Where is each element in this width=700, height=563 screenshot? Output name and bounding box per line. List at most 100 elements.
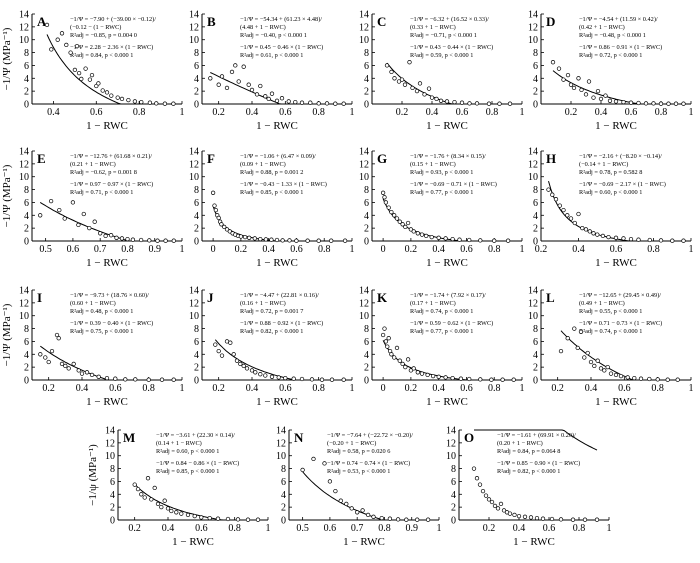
panel-m-data-point	[162, 498, 167, 503]
panel-e-data-point	[119, 236, 125, 241]
panel-m-y-tick-label: 2	[110, 503, 115, 514]
panel-g-x-tick-label: 0	[381, 244, 386, 255]
panel-n-y-tick-label: 14	[276, 426, 286, 437]
panel-m-annotation-line: R²adj = 0.60, p < 0.000 1	[156, 448, 219, 455]
panel-m-annotation-line: −1/Ψ = −3.61 + (22.30 × 0.14)/	[156, 432, 235, 439]
panel-k-data-point	[430, 373, 436, 379]
panel-h-y-tick-label: 2	[533, 224, 538, 235]
panel-m-y-tick-label: 12	[105, 438, 115, 449]
panel-l-data-point	[665, 377, 670, 382]
panel-m-data-point	[235, 517, 241, 522]
panel-b-data-point	[333, 101, 338, 106]
panel-n-data-point	[425, 517, 431, 522]
panel-k-letter: K	[377, 290, 388, 305]
panel-b-data-point	[341, 101, 346, 106]
panel-n-annotation-line: R²adj = 0.58, p = 0.020 6	[327, 448, 390, 455]
panel-h-x-tick-label: 1	[689, 244, 694, 255]
panel-k-x-tick-label: 0	[381, 383, 386, 394]
panel-g-data-point	[419, 232, 425, 237]
panel-e-x-tick-label: 0.9	[148, 244, 161, 255]
panel-m-data-point	[255, 517, 261, 522]
panel-a-data-point	[154, 101, 159, 106]
panel-h-annotation-line: R²adj = 0.60, p < 0.000 1	[579, 189, 642, 196]
panel-k-data-point	[478, 377, 483, 382]
panel-m-fit-curve	[134, 483, 258, 521]
panel-o-data-point	[486, 497, 492, 502]
panel-c-x-tick-label: 0.2	[396, 107, 409, 118]
panel-h-y-tick-label: 8	[533, 185, 538, 196]
panel-l-annotation-line: R²adj = 0.74, p < 0.000 1	[579, 328, 642, 335]
panel-c-x-tick-label: 0.6	[456, 107, 469, 118]
panel-h-annotation-line: (−0.14 + 1 − RWC)	[579, 161, 628, 168]
panel-d-data-point	[636, 100, 641, 106]
panel-a-annotation-line: R²adj = 0.84, p < 0.000 1	[70, 52, 133, 59]
panel-h-y-tick-label: 6	[533, 198, 538, 209]
panel-j-data-point	[263, 373, 268, 378]
panel-g-data-point	[389, 209, 394, 215]
panel-l-data-point	[618, 373, 624, 379]
panel-f-data-point	[280, 238, 285, 243]
panel-k-data-point	[382, 326, 387, 331]
panel-b-data-point	[308, 100, 313, 105]
panel-b-data-point	[236, 79, 241, 84]
panel-m-x-tick-label: 1	[266, 523, 271, 534]
panel-i-annotation-line: (0.60 + 1 − RWC)	[70, 300, 116, 307]
panel-d-data-point	[658, 101, 664, 106]
panel-k-data-point	[467, 376, 472, 382]
panel-i-letter: I	[37, 290, 42, 305]
panel-n-data-point	[365, 512, 371, 518]
panel-f-data-point	[210, 190, 216, 195]
panel-n-data-point	[379, 515, 384, 521]
panel-o-data-point	[570, 517, 576, 522]
panel-e-data-point	[92, 219, 97, 224]
panel-b-data-point	[293, 99, 298, 105]
panel-e-data-point	[103, 233, 108, 239]
panel-c-letter: C	[377, 14, 386, 29]
panel-o-y-tick-label: 10	[446, 451, 456, 462]
panel-c-data-point	[467, 101, 472, 106]
panel-g-x-tick-label: 0.2	[405, 244, 418, 255]
panel-c-data-point	[414, 88, 420, 94]
panel-k-data-point	[383, 339, 389, 344]
panel-k-y-tick-label: 14	[359, 286, 369, 297]
panel-m-data-point	[155, 501, 161, 507]
panel-e-x-tick-label: 0.7	[94, 244, 107, 255]
panel-a-data-point	[132, 99, 138, 104]
panel-k-data-point	[405, 357, 411, 362]
panel-k-data-point	[392, 355, 397, 360]
panel-m-y-axis-label: −1/ψ (MPa⁻¹)	[87, 444, 99, 506]
panel-b-annotation-line: R²adj = −0.40, p < 0.000 1	[240, 32, 307, 39]
panel-g-data-point	[450, 236, 455, 242]
panel-a-data-point	[49, 47, 54, 52]
panel-o-data-point	[471, 466, 477, 471]
panel-i-data-point	[89, 372, 95, 378]
panel-g-data-point	[457, 237, 462, 242]
panel-n-data-point	[349, 506, 354, 511]
panel-i-data-point	[66, 366, 71, 371]
panel-j-data-point	[258, 372, 263, 377]
panel-a-x-tick-label: 0.4	[47, 107, 60, 118]
panel-o-y-tick-label: 8	[451, 464, 456, 475]
panel-g-data-point	[411, 229, 416, 234]
panel-m-data-point	[132, 482, 137, 487]
panel-i-x-tick-label: 0.8	[142, 383, 155, 394]
panel-o-annotation-line: R²adj = 0.82, p < 0.000 1	[497, 468, 560, 475]
panel-h-y-tick-label: 14	[528, 147, 538, 158]
panel-l-data-point	[595, 358, 600, 363]
panel-j-data-point	[276, 375, 281, 380]
panel-e-y-tick-label: 2	[24, 224, 29, 235]
panel-n-x-tick-label: 0.8	[378, 523, 391, 534]
panel-g-x-tick-label: 0.4	[432, 244, 445, 255]
panel-j-data-point	[216, 348, 221, 354]
panel-c-x-tick-label: 1	[520, 107, 525, 118]
panel-m-x-tick-label: 0.2	[128, 523, 141, 534]
panel-n-data-point	[415, 517, 420, 522]
panel-e-data-point	[62, 216, 67, 221]
panel-h-data-point	[636, 237, 641, 242]
panel-l-annotation-line: (0.49 + 1 − RWC)	[579, 300, 625, 307]
panel-n-letter: N	[294, 430, 304, 445]
panel-h-annotation-line: −1/Ψ = −2.16 + (−8.20 × −0.14)/	[579, 153, 662, 160]
panel-i-data-point	[59, 361, 65, 367]
panel-h-data-point	[647, 237, 652, 243]
panel-d-data-point	[603, 93, 608, 98]
